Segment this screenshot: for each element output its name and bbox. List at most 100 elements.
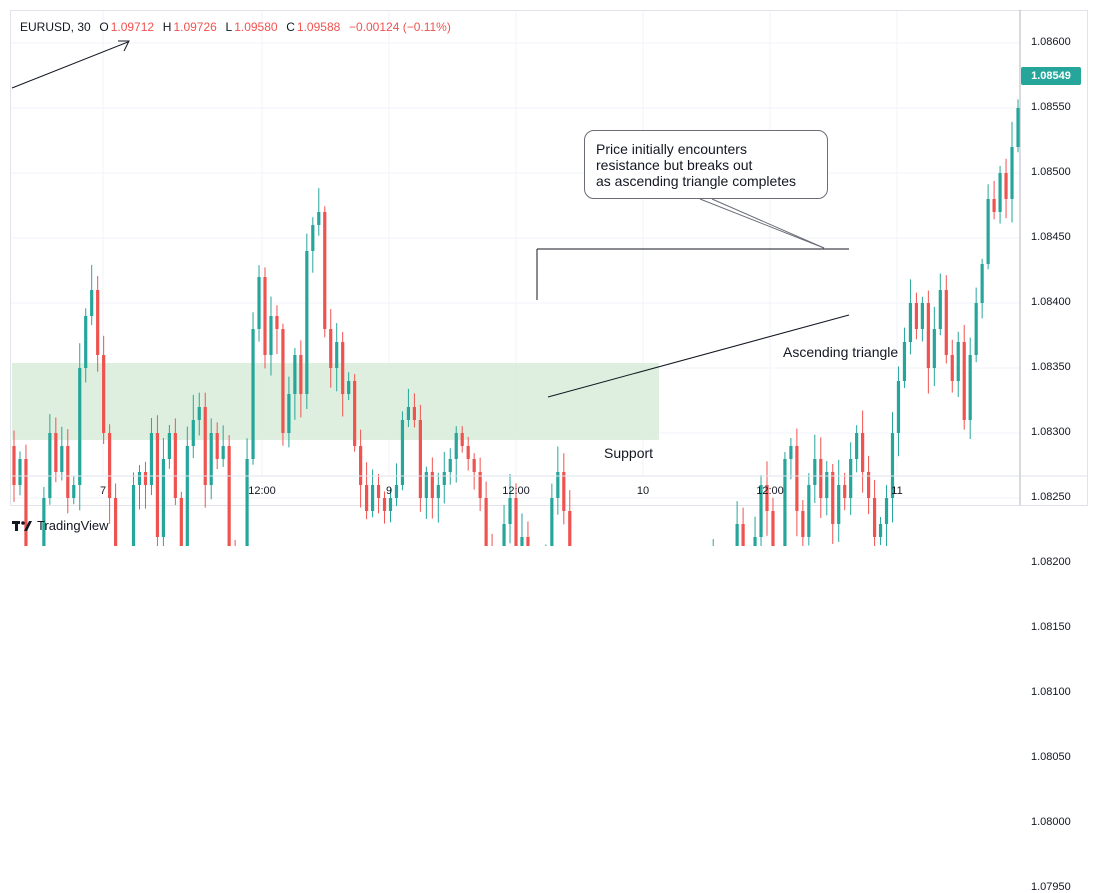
candle-body	[466, 446, 470, 459]
candle-body	[269, 316, 273, 355]
candle-body	[113, 498, 118, 546]
candle	[460, 426, 464, 453]
candle-body	[502, 524, 506, 546]
candle-body	[992, 199, 996, 212]
candle	[1016, 99, 1020, 153]
y-tick-label: 1.08000	[1031, 816, 1071, 828]
candle	[234, 539, 236, 546]
candle	[783, 452, 787, 546]
candle	[837, 459, 841, 542]
price-chart[interactable]	[0, 0, 1098, 546]
candle-body	[765, 485, 769, 511]
trend-arrow-head-icon	[118, 40, 130, 52]
candle-body	[388, 498, 393, 511]
candle	[478, 457, 482, 512]
candle-body	[299, 355, 303, 394]
candle	[920, 296, 924, 342]
candle-body	[460, 433, 464, 446]
candle	[807, 473, 811, 546]
candle	[902, 327, 907, 388]
callout-line-3: as ascending triangle completes	[596, 173, 797, 189]
trend-arrow-line[interactable]	[11, 41, 129, 89]
candle	[562, 453, 566, 525]
candle	[956, 331, 960, 398]
candle	[400, 411, 405, 491]
candle-body	[866, 472, 871, 498]
candle-body	[795, 446, 799, 511]
candle	[179, 491, 183, 546]
candle-body	[143, 472, 148, 485]
candle	[96, 276, 100, 372]
candle-body	[986, 199, 990, 264]
candle-body	[813, 459, 817, 485]
candle	[855, 425, 859, 473]
current-price-tag: 1.08549	[1021, 67, 1081, 85]
candle-body	[257, 277, 261, 329]
candle-body	[998, 173, 1002, 212]
y-tick-label: 1.08400	[1031, 296, 1071, 308]
candle	[305, 233, 309, 409]
candle	[878, 516, 883, 546]
candle	[54, 417, 58, 483]
candle	[149, 418, 154, 496]
candle	[251, 312, 255, 465]
candle-body	[771, 511, 775, 546]
candle-body	[974, 303, 978, 355]
candle-body	[412, 407, 417, 420]
candle	[227, 435, 231, 546]
candle-body	[311, 225, 315, 251]
callout-pointer-a	[699, 198, 825, 249]
candle-body	[263, 277, 267, 355]
candle	[514, 483, 518, 546]
candle	[813, 434, 817, 504]
candle-body	[418, 420, 422, 498]
candle	[102, 335, 106, 445]
candle	[771, 497, 775, 546]
candle-body	[179, 498, 183, 546]
y-tick-label: 1.08450	[1031, 231, 1071, 243]
ascending-triangle-label[interactable]: Ascending triangle	[783, 344, 899, 360]
candle-body	[783, 459, 787, 546]
candle-body	[801, 511, 805, 537]
brand-name: TradingView	[37, 518, 109, 533]
support-label[interactable]: Support	[604, 445, 654, 461]
candle	[430, 457, 434, 519]
ascending-support-line[interactable]	[547, 314, 850, 398]
callout-box[interactable]: Price initially encounters resistance bu…	[584, 130, 828, 199]
candle-body	[245, 459, 249, 546]
callout-line-1: Price initially encounters	[596, 141, 747, 157]
candle	[825, 461, 829, 516]
candle-body	[849, 459, 853, 498]
candle	[741, 507, 745, 546]
candle	[992, 180, 996, 220]
candle	[980, 258, 984, 319]
tradingview-brand[interactable]: TradingView	[12, 518, 109, 533]
candle	[866, 455, 871, 515]
candle-body	[908, 303, 913, 342]
candle	[66, 429, 70, 514]
candle	[257, 265, 261, 342]
candle-body	[819, 459, 823, 498]
candle-body	[759, 485, 763, 537]
candle-body	[203, 407, 207, 485]
callout-pointer-b	[711, 198, 825, 249]
candle	[1004, 158, 1008, 219]
candle-body	[843, 485, 847, 498]
candle-body	[980, 264, 984, 303]
candle-body	[442, 472, 446, 485]
candle	[12, 430, 16, 502]
symbol-label[interactable]: EURUSD, 30	[20, 20, 91, 34]
candle-body	[448, 459, 452, 472]
candle-body	[108, 433, 112, 498]
candle-body	[137, 472, 142, 485]
candle	[556, 446, 560, 515]
candle	[42, 486, 46, 546]
candle-body	[837, 485, 841, 524]
candle	[18, 451, 22, 496]
x-tick-label: 12:00	[756, 485, 784, 497]
candle-body	[215, 433, 219, 459]
candle-body	[18, 459, 22, 485]
chart-frame[interactable]	[10, 10, 1088, 506]
candle-body	[454, 433, 458, 459]
candle-body	[472, 459, 476, 472]
